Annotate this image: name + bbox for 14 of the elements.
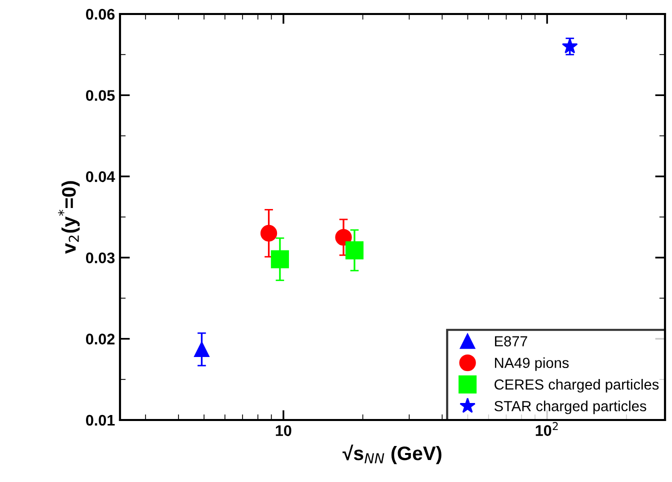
legend-label: STAR charged particles xyxy=(494,400,646,414)
x-tick-label: 10$^{2}$ xyxy=(536,422,558,436)
legend-label: E877 xyxy=(495,336,528,346)
y-tick-label: 0.05 xyxy=(86,90,115,101)
x-tick-label: 10 xyxy=(276,425,292,436)
x-axis-title: √s$_{NN}$ (GeV) xyxy=(342,444,442,464)
y-tick-label: 0.04 xyxy=(86,171,116,182)
y-tick-label: 0.02 xyxy=(86,334,115,344)
y-tick-label: 0.06 xyxy=(86,8,115,20)
legend-label: NA49 pions xyxy=(495,357,569,371)
legend-label: CERES charged particles xyxy=(494,378,659,393)
y-tick-label: 0.03 xyxy=(86,252,115,264)
y-axis-title: v$_{2}$(y$^{*}$=0) xyxy=(58,181,80,254)
y-tick-label: 0.01 xyxy=(86,414,115,426)
